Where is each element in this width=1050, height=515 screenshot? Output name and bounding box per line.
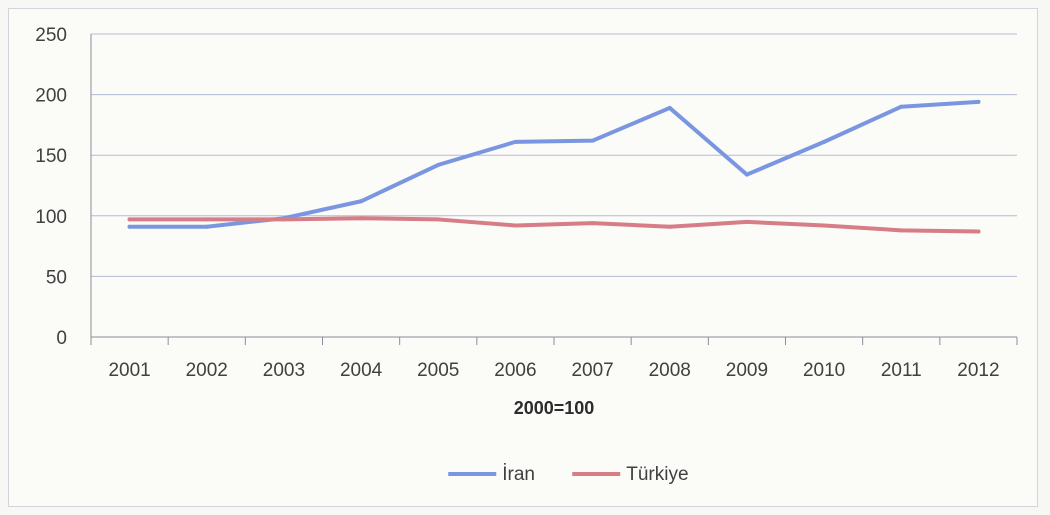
grid-layer [91,33,1017,277]
y-tick-label: 100 [35,207,67,228]
x-tick-label: 2008 [649,360,691,381]
data-point [513,223,518,228]
series-layer [127,99,981,234]
data-point [822,139,827,144]
x-tick-label: 2011 [881,360,922,381]
data-point [976,229,981,234]
x-tick-label: 2003 [263,360,305,381]
y-tick-label: 0 [56,328,67,349]
data-point [899,104,904,109]
line-chart: 0 50 100 150 200 250 2001 2002 2003 2004 2005 2006 2… [35,25,1018,485]
series-line-1 [127,99,981,229]
chart-frame: 0 50 100 150 200 250 2001 2002 2003 2004 2005 2006 2… [8,8,1038,507]
data-point [976,99,981,104]
data-point [204,217,209,222]
x-tick-label: 2007 [571,360,613,381]
data-point [127,224,132,229]
y-tick-label: 250 [35,25,67,46]
x-tick-label: 2009 [726,360,768,381]
data-point [744,219,749,224]
legend-label: Türkiye [626,464,688,485]
x-tick-label: 2004 [340,360,383,381]
data-point [436,162,441,167]
data-point [667,105,672,110]
x-tick-label: 2010 [803,360,845,381]
data-point [513,139,518,144]
axis-layer: 0 50 100 150 200 250 2001 2002 2003 2004 2005 2006 2… [35,25,1018,381]
legend: İran Türkiye [448,464,689,485]
series-line-2 [127,216,981,234]
x-tick-label: 2005 [417,360,459,381]
legend-label: İran [502,464,535,485]
data-point [436,217,441,222]
x-tick-label: 2002 [186,360,228,381]
x-tick-label: 2006 [494,360,536,381]
data-point [359,216,364,221]
data-point [281,217,286,222]
x-axis-label: 2000=100 [514,398,595,418]
data-point [204,224,209,229]
data-point [590,221,595,226]
data-point [744,172,749,177]
data-point [822,223,827,228]
data-point [359,199,364,204]
x-tick-label: 2001 [108,360,150,381]
y-tick-label: 50 [46,267,67,288]
x-tick-label: 2012 [957,360,999,381]
data-point [590,138,595,143]
y-tick-label: 200 [35,86,67,107]
data-point [667,224,672,229]
y-tick-label: 150 [35,146,67,167]
legend-entry: Türkiye [572,464,689,485]
data-point [127,217,132,222]
legend-entry: İran [448,464,535,485]
data-point [899,228,904,233]
